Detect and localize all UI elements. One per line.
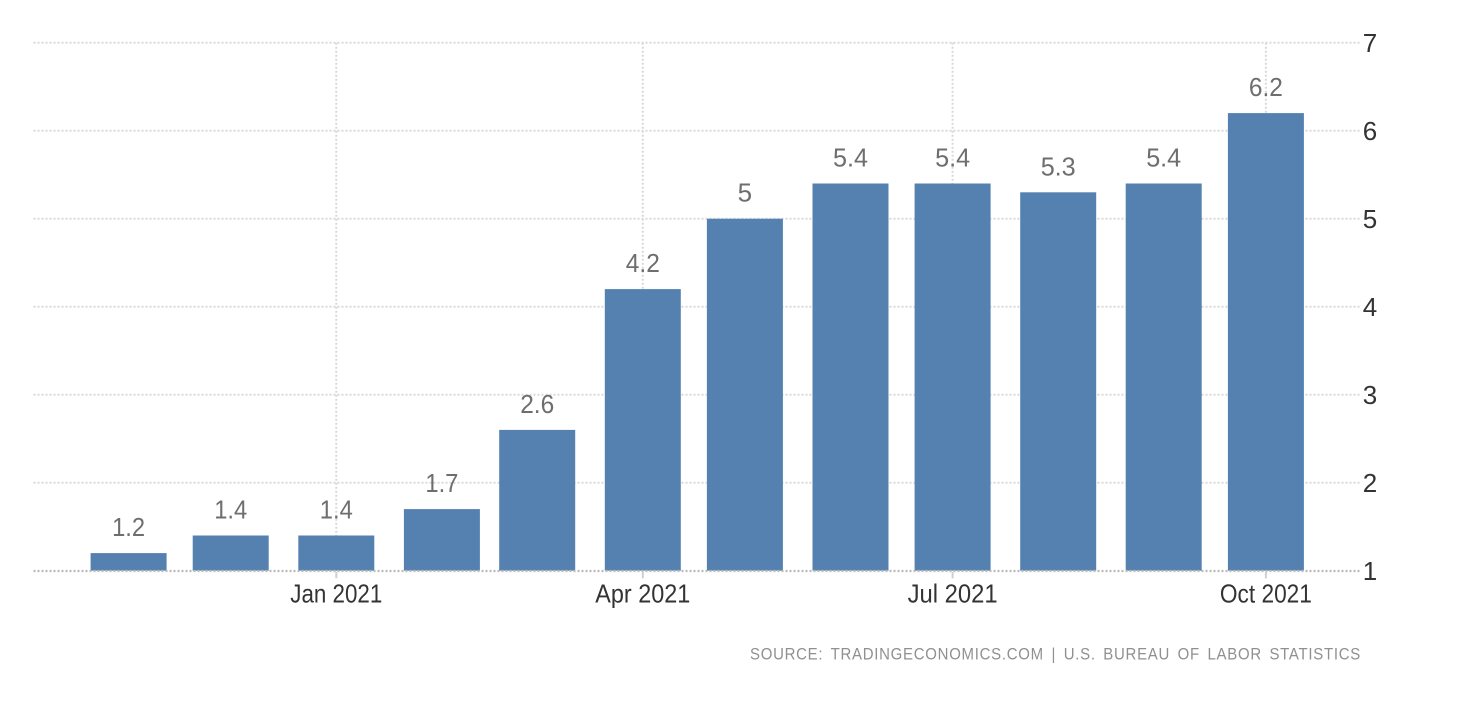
svg-text:5: 5 — [1363, 204, 1377, 234]
svg-text:4: 4 — [1363, 292, 1377, 322]
svg-text:2: 2 — [1363, 468, 1377, 498]
svg-text:5.4: 5.4 — [935, 143, 970, 173]
svg-text:SOURCE: TRADINGECONOMICS.COM |: SOURCE: TRADINGECONOMICS.COM | U.S. BURE… — [750, 646, 1361, 664]
svg-text:1: 1 — [1363, 556, 1377, 586]
svg-text:Jan 2021: Jan 2021 — [290, 578, 382, 608]
svg-text:5.4: 5.4 — [1146, 143, 1181, 173]
svg-text:3: 3 — [1363, 380, 1377, 410]
svg-text:5.4: 5.4 — [833, 143, 868, 173]
svg-text:5: 5 — [738, 178, 752, 208]
svg-text:7: 7 — [1363, 28, 1377, 58]
svg-text:2.6: 2.6 — [520, 389, 554, 419]
svg-text:4.2: 4.2 — [626, 248, 660, 278]
svg-text:Apr 2021: Apr 2021 — [595, 578, 690, 608]
svg-text:6: 6 — [1363, 116, 1377, 146]
svg-text:1.7: 1.7 — [425, 468, 458, 498]
svg-text:5.3: 5.3 — [1041, 151, 1076, 181]
svg-text:6.2: 6.2 — [1249, 72, 1283, 102]
svg-text:1.4: 1.4 — [214, 495, 247, 525]
svg-text:1.2: 1.2 — [112, 512, 145, 542]
svg-text:Jul 2021: Jul 2021 — [908, 578, 998, 608]
svg-text:1.4: 1.4 — [320, 495, 353, 525]
svg-text:Oct 2021: Oct 2021 — [1220, 578, 1312, 608]
